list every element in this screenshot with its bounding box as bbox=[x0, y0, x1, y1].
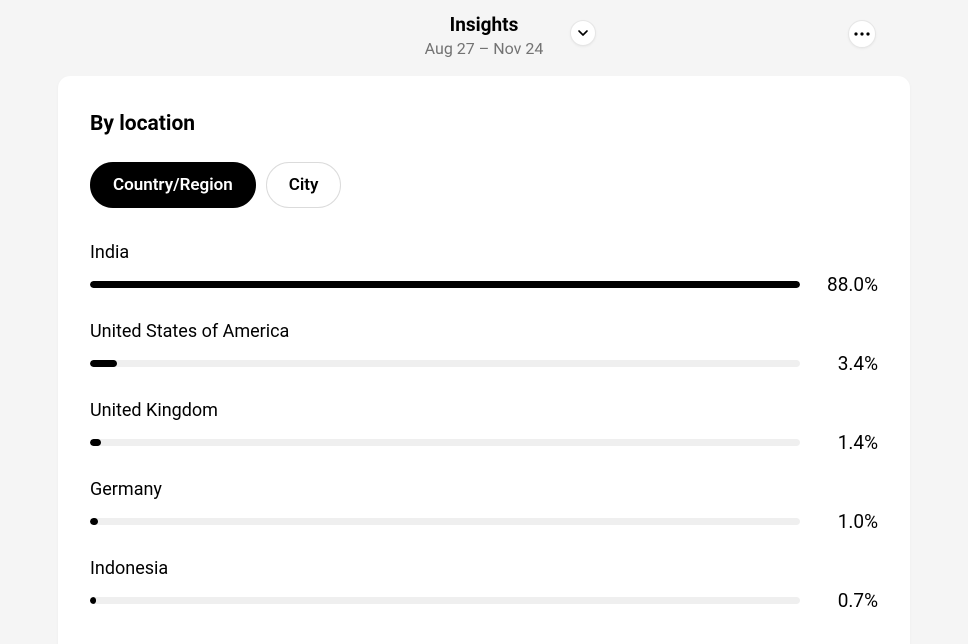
location-bar-row: 88.0% bbox=[90, 273, 878, 296]
bar-fill bbox=[90, 439, 101, 446]
page-header: Insights Aug 27 – Nov 24 bbox=[0, 0, 968, 76]
bar-fill bbox=[90, 597, 96, 604]
location-bar-row: 1.4% bbox=[90, 431, 878, 454]
chevron-down-icon bbox=[577, 27, 589, 39]
more-options-button[interactable] bbox=[848, 20, 876, 48]
bar-track bbox=[90, 597, 800, 604]
page-title: Insights bbox=[0, 14, 968, 37]
location-list: India 88.0% United States of America 3.4… bbox=[90, 242, 878, 612]
bar-track bbox=[90, 439, 800, 446]
bar-track bbox=[90, 360, 800, 367]
location-percent: 3.4% bbox=[820, 352, 878, 375]
location-bar-row: 3.4% bbox=[90, 352, 878, 375]
location-percent: 1.4% bbox=[820, 431, 878, 454]
location-name: United Kingdom bbox=[90, 400, 878, 421]
bar-fill bbox=[90, 518, 98, 525]
section-title: By location bbox=[90, 112, 878, 136]
location-item: Germany 1.0% bbox=[90, 479, 878, 533]
location-item: United States of America 3.4% bbox=[90, 321, 878, 375]
location-name: United States of America bbox=[90, 321, 878, 342]
location-bar-row: 0.7% bbox=[90, 589, 878, 612]
bar-track bbox=[90, 518, 800, 525]
tab-country-region[interactable]: Country/Region bbox=[90, 162, 256, 208]
location-item: United Kingdom 1.4% bbox=[90, 400, 878, 454]
location-item: India 88.0% bbox=[90, 242, 878, 296]
location-tabs: Country/Region City bbox=[90, 162, 878, 208]
date-range: Aug 27 – Nov 24 bbox=[0, 39, 968, 58]
date-range-dropdown-button[interactable] bbox=[570, 20, 596, 46]
location-name: Indonesia bbox=[90, 558, 878, 579]
location-percent: 88.0% bbox=[820, 273, 878, 296]
location-insights-card: By location Country/Region City India 88… bbox=[58, 76, 910, 644]
location-bar-row: 1.0% bbox=[90, 510, 878, 533]
location-percent: 1.0% bbox=[820, 510, 878, 533]
location-item: Indonesia 0.7% bbox=[90, 558, 878, 612]
bar-track bbox=[90, 281, 800, 288]
more-horizontal-icon bbox=[854, 32, 870, 36]
location-percent: 0.7% bbox=[820, 589, 878, 612]
tab-city[interactable]: City bbox=[266, 162, 342, 208]
location-name: Germany bbox=[90, 479, 878, 500]
location-name: India bbox=[90, 242, 878, 263]
bar-fill bbox=[90, 281, 800, 288]
bar-fill bbox=[90, 360, 117, 367]
